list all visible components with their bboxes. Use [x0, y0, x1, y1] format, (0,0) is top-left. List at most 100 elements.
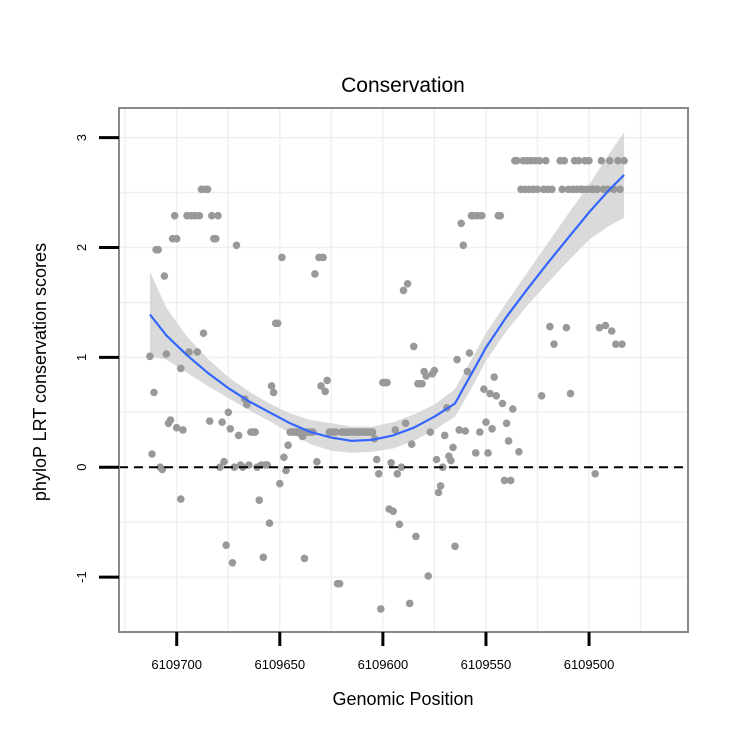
data-point — [616, 185, 624, 194]
data-point — [486, 389, 494, 398]
data-point — [372, 455, 381, 464]
data-point — [222, 541, 230, 549]
data-point — [455, 426, 464, 434]
data-point — [259, 553, 268, 562]
data-point — [280, 453, 288, 462]
data-point — [597, 156, 606, 165]
data-point — [418, 379, 426, 388]
data-point — [205, 417, 214, 425]
data-point — [243, 400, 251, 409]
data-point — [179, 426, 187, 434]
data-point — [434, 488, 443, 497]
data-point — [172, 423, 181, 432]
data-point — [391, 426, 400, 434]
data-point — [160, 272, 169, 280]
data-point — [461, 427, 470, 435]
data-point — [317, 382, 325, 390]
data-point — [214, 211, 222, 220]
data-point — [405, 599, 414, 608]
data-point — [335, 579, 344, 588]
data-point — [282, 466, 290, 475]
data-point — [447, 456, 455, 465]
data-point — [154, 245, 162, 254]
data-point — [426, 428, 435, 436]
data-point — [542, 156, 550, 165]
data-point — [393, 470, 402, 478]
data-point — [234, 431, 243, 440]
data-point — [593, 185, 602, 194]
data-point — [331, 428, 340, 436]
data-point — [513, 156, 521, 165]
data-point — [607, 327, 616, 335]
data-point — [478, 211, 486, 220]
y-tick-label: 3 — [74, 134, 89, 141]
data-point — [476, 428, 484, 436]
data-point — [601, 321, 610, 330]
data-point — [496, 211, 505, 220]
data-point — [255, 496, 263, 505]
data-point — [463, 367, 472, 376]
confidence-band — [149, 132, 625, 453]
panel-border — [118, 107, 689, 633]
x-tick-label: 6109650 — [254, 657, 305, 672]
data-point — [620, 156, 628, 165]
data-point — [226, 425, 235, 433]
x-axis-title: Genomic Position — [332, 689, 473, 709]
data-point — [177, 364, 185, 373]
data-point — [300, 554, 309, 563]
data-point — [422, 372, 431, 380]
data-point — [220, 457, 228, 466]
data-point — [492, 392, 501, 400]
data-point — [276, 479, 284, 488]
x-tick-label: 6109550 — [461, 657, 512, 672]
data-point — [321, 387, 330, 396]
smooth-line — [149, 174, 625, 442]
data-point — [459, 241, 468, 250]
data-point — [251, 428, 259, 436]
data-point — [313, 457, 321, 466]
data-point — [605, 156, 614, 165]
data-point — [410, 342, 418, 351]
confidence-band-layer — [149, 132, 625, 453]
data-point — [150, 388, 158, 397]
data-point — [399, 286, 408, 295]
data-point — [614, 156, 622, 165]
data-point — [436, 482, 445, 490]
data-point — [484, 449, 492, 457]
data-point — [208, 211, 216, 220]
data-point — [212, 234, 220, 243]
chart-title: Conservation — [341, 74, 465, 97]
data-point — [603, 185, 612, 194]
data-point — [480, 385, 488, 394]
data-point — [403, 280, 412, 288]
data-point — [457, 219, 466, 228]
data-point — [412, 532, 420, 541]
data-point — [216, 463, 224, 472]
data-point — [424, 572, 433, 580]
data-point — [193, 348, 202, 356]
x-tick-label: 6109600 — [358, 657, 409, 672]
data-point — [498, 399, 507, 408]
data-point — [449, 443, 457, 452]
data-point — [430, 366, 439, 375]
data-point — [278, 253, 286, 262]
data-point — [389, 507, 398, 515]
data-point — [471, 449, 480, 457]
data-point — [537, 392, 546, 400]
data-point — [558, 185, 566, 194]
data-point — [269, 388, 278, 397]
data-point — [502, 419, 511, 428]
data-point — [506, 476, 515, 485]
data-point — [566, 389, 575, 398]
data-point — [177, 495, 185, 503]
data-point — [618, 340, 626, 349]
y-tick-label: 0 — [74, 464, 89, 471]
data-point — [548, 185, 556, 194]
data-point — [195, 211, 204, 220]
smooth-line-layer — [149, 174, 625, 442]
data-point — [465, 349, 474, 357]
data-point — [232, 241, 241, 250]
data-point — [368, 428, 377, 436]
data-point — [515, 448, 523, 456]
